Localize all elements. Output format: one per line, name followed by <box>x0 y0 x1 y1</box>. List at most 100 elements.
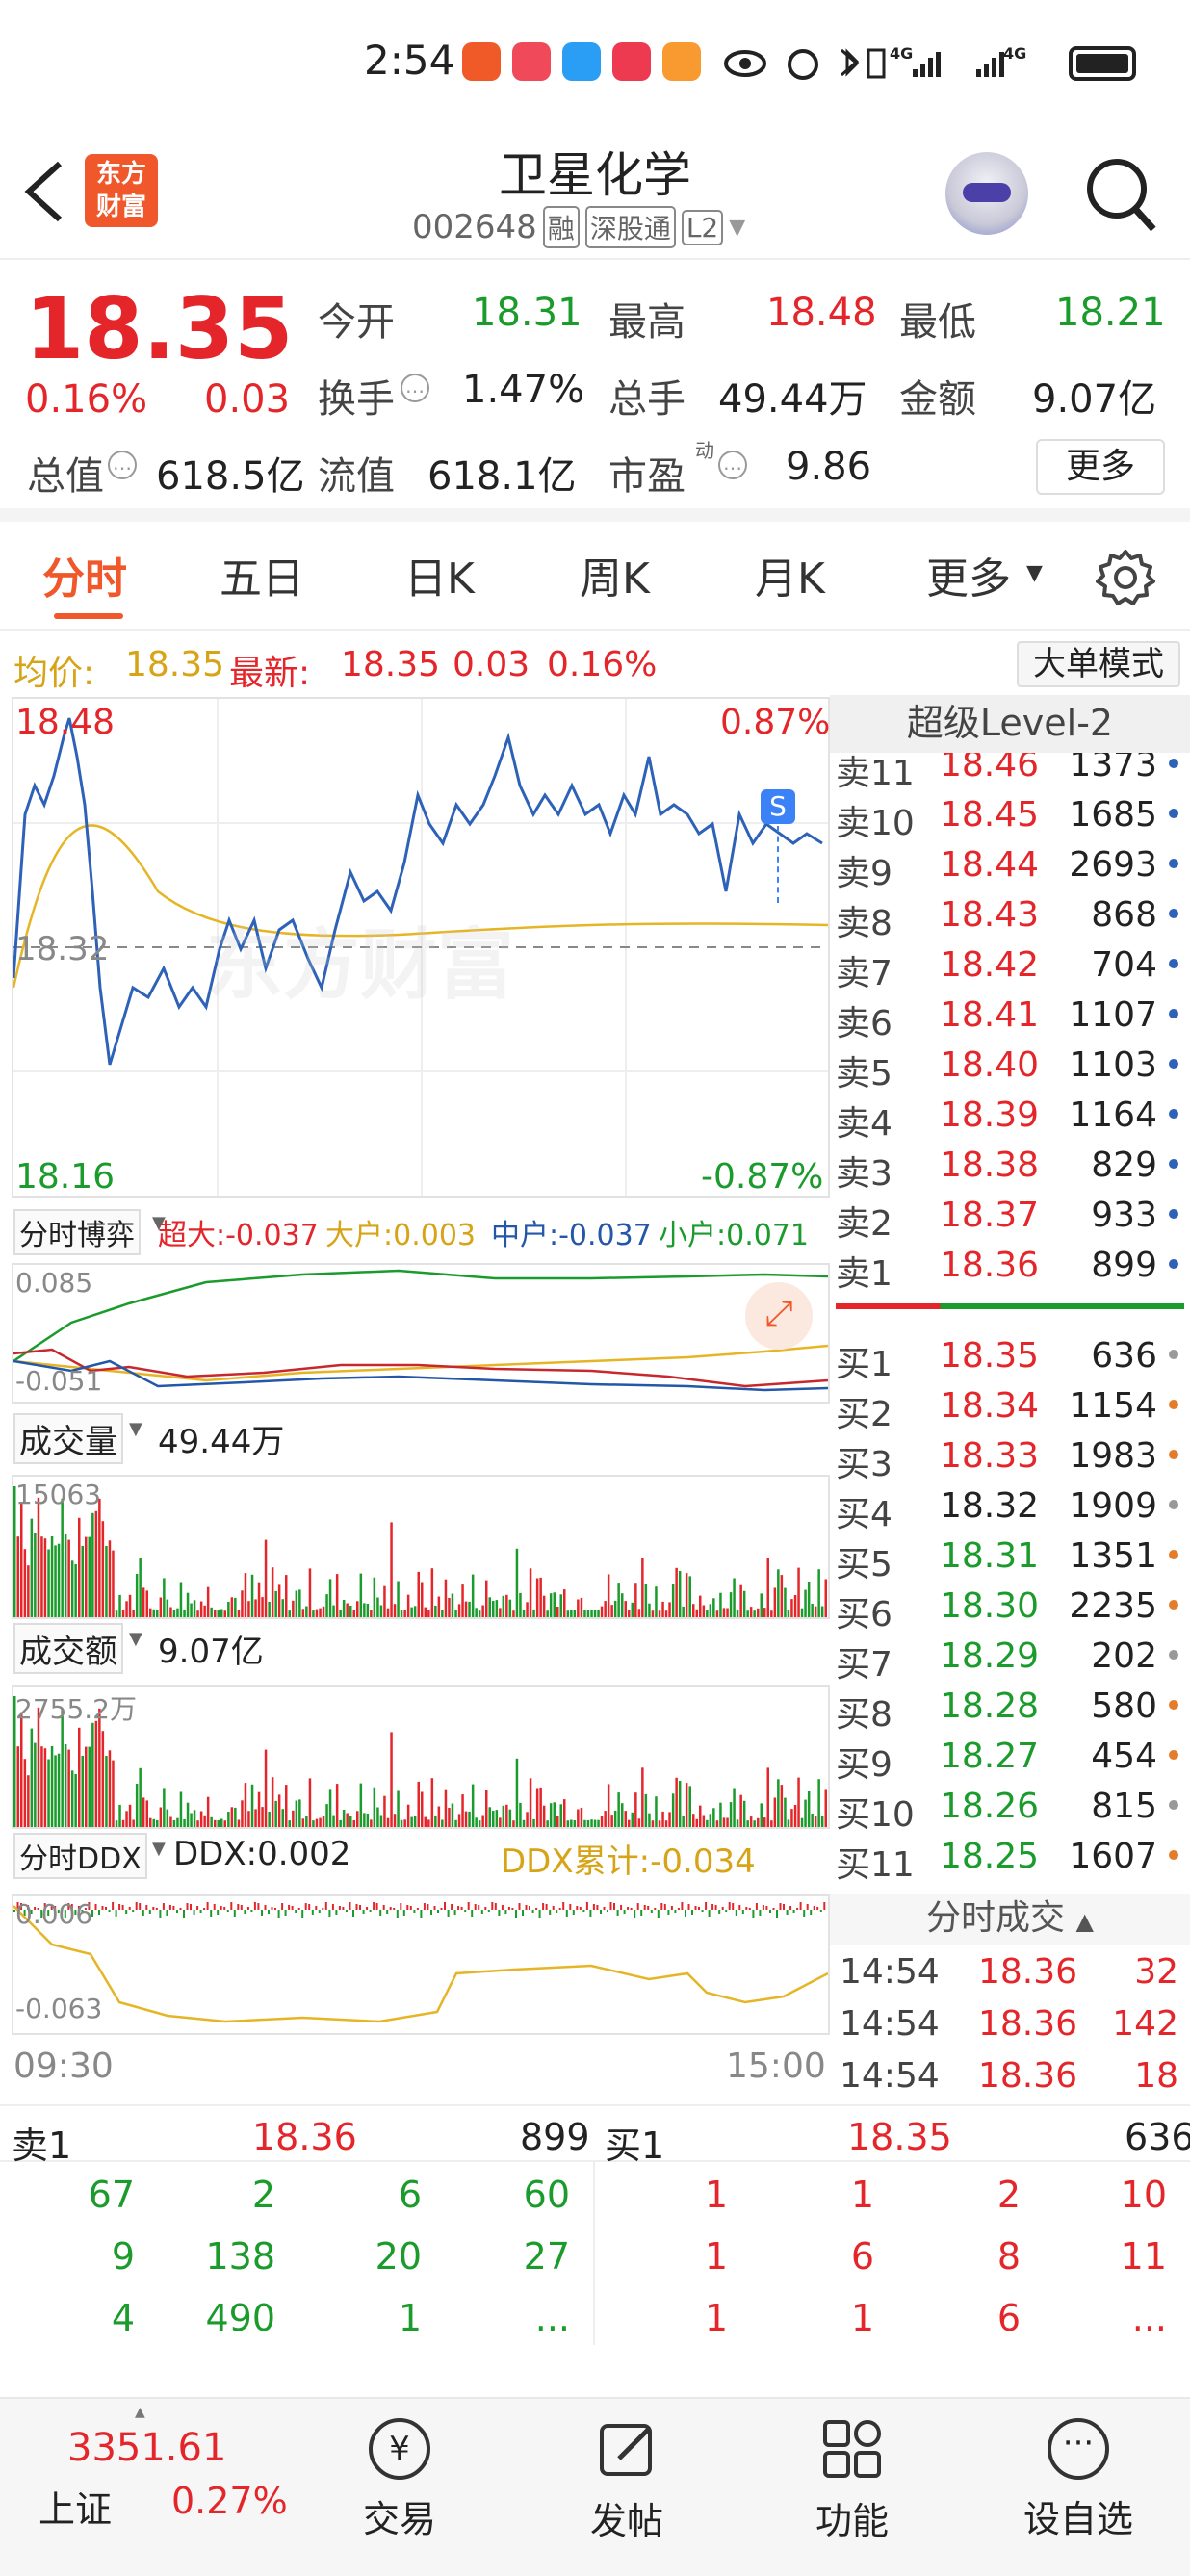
signal-s-tag[interactable]: S <box>761 789 795 824</box>
tab-intraday[interactable]: 分时 <box>42 554 127 604</box>
ddx-bar <box>660 1903 663 1910</box>
volume-bar <box>292 1600 295 1617</box>
tab-more[interactable]: 更多 <box>926 554 1011 604</box>
queue-cell: 6 <box>398 2174 422 2216</box>
bid-row[interactable]: 买3 18.33 1983 <box>830 1432 1190 1484</box>
bid-level: 买2 <box>836 1395 892 1434</box>
ddx-bar <box>613 1903 615 1910</box>
info-icon[interactable]: … <box>718 451 747 479</box>
bid-row[interactable]: 买7 18.29 202 <box>830 1633 1190 1685</box>
volume-bar <box>315 1818 319 1827</box>
game-chart[interactable]: 0.085 -0.051 ⤢ <box>12 1263 830 1404</box>
volume-selector[interactable]: 成交量 <box>13 1413 123 1464</box>
volume-bar <box>112 1550 115 1617</box>
ask-row[interactable]: 卖3 18.38 829 <box>830 1142 1190 1194</box>
ddx-bar <box>57 1910 60 1913</box>
bid-row[interactable]: 买10 18.26 815 <box>830 1783 1190 1835</box>
ddx-bar <box>677 1908 680 1910</box>
ask-row[interactable]: 卖1 18.36 899 <box>830 1242 1190 1292</box>
ask-row[interactable]: 卖10 18.45 1685 <box>830 791 1190 843</box>
ddx-bottom-value: -0.063 <box>15 1993 103 2024</box>
volume-bar <box>54 1545 57 1617</box>
last-value: 18.35 <box>341 645 441 684</box>
tab-five-day[interactable]: 五日 <box>220 554 304 604</box>
ddx-bar <box>132 1910 135 1912</box>
ddx-bar <box>142 1910 144 1916</box>
bid-row[interactable]: 买6 18.30 2235 <box>830 1583 1190 1635</box>
bid-row[interactable]: 买2 18.34 1154 <box>830 1382 1190 1434</box>
bid-row[interactable]: 买1 18.35 636 <box>830 1332 1190 1384</box>
volume-bar <box>492 1601 495 1617</box>
back-arrow-icon[interactable] <box>21 160 65 223</box>
ddx-bar <box>529 1906 530 1910</box>
search-icon[interactable] <box>1082 154 1159 235</box>
trade-button[interactable]: ¥ 交易 <box>347 2409 453 2563</box>
expand-icon[interactable]: ⤢ <box>745 1282 813 1350</box>
info-icon[interactable]: … <box>401 374 429 402</box>
add-watchlist-button[interactable]: ··· 设自选 <box>1011 2409 1146 2563</box>
level2-title[interactable]: 超级Level-2 <box>830 695 1190 753</box>
robot-assistant-icon[interactable] <box>945 152 1028 235</box>
queue-sell-label: 卖1 <box>12 2125 72 2167</box>
ask-row[interactable]: 卖5 18.40 1103 <box>830 1042 1190 1094</box>
volume-bar <box>441 1610 444 1617</box>
tab-more-arrow-icon: ▼ <box>1026 561 1043 585</box>
ask-volume: 1164 <box>1069 1095 1157 1135</box>
ddx-selector[interactable]: 分时DDX <box>13 1833 147 1879</box>
amount-selector[interactable]: 成交额 <box>13 1623 123 1674</box>
tab-weekly-k[interactable]: 周K <box>580 554 650 604</box>
bid-row[interactable]: 买5 18.31 1351 <box>830 1533 1190 1584</box>
bid-row[interactable]: 买8 18.28 580 <box>830 1683 1190 1735</box>
amount-max: 2755.2万 <box>15 1693 137 1725</box>
volume-bar <box>448 1598 451 1617</box>
ask-row[interactable]: 卖11 18.46 1373 <box>830 753 1190 793</box>
more-button[interactable]: 更多 <box>1036 439 1165 495</box>
ddx-bar <box>375 1903 378 1910</box>
post-button[interactable]: 发帖 <box>574 2409 680 2563</box>
volume-bar <box>261 1597 264 1617</box>
ddx-bar <box>328 1910 331 1917</box>
yen-icon: ¥ <box>369 2418 430 2480</box>
volume-bar <box>664 1610 668 1617</box>
ask-level: 卖4 <box>836 1104 892 1144</box>
queue-cell: 4 <box>111 2297 135 2339</box>
intraday-chart[interactable]: 东方财富 18.48 18.32 18.16 0.87% -0.87% S <box>12 697 830 1198</box>
game-selector[interactable]: 分时博弈 <box>13 1209 141 1255</box>
ask-row[interactable]: 卖9 18.44 2693 <box>830 841 1190 893</box>
ddx-bar <box>467 1902 470 1910</box>
tick-price: 18.36 <box>978 2004 1078 2044</box>
volume-bar <box>186 1802 190 1827</box>
tab-daily-k[interactable]: 日K <box>404 554 475 604</box>
ask-volume: 933 <box>1091 1196 1157 1235</box>
bid-row[interactable]: 买4 18.32 1909 <box>830 1482 1190 1534</box>
ask-dot-icon <box>1169 1009 1178 1018</box>
function-button[interactable]: 功能 <box>799 2409 905 2563</box>
index-ticker[interactable]: ▲ 3351.61 上证 0.27% <box>0 2399 288 2576</box>
ask-level: 卖6 <box>836 1004 892 1043</box>
volume-bar <box>98 1708 101 1827</box>
ask-volume: 704 <box>1091 945 1157 985</box>
float-value: 618.1亿 <box>427 454 577 499</box>
ask-row[interactable]: 卖8 18.43 868 <box>830 891 1190 943</box>
ask-row[interactable]: 卖4 18.39 1164 <box>830 1092 1190 1144</box>
volume-bar <box>268 1602 271 1617</box>
ask-row[interactable]: 卖2 18.37 933 <box>830 1192 1190 1244</box>
tick-title[interactable]: 分时成交 ▲ <box>830 1894 1190 1945</box>
volume-bar <box>457 1814 461 1827</box>
big-order-mode-button[interactable]: 大单模式 <box>1017 641 1180 687</box>
tab-monthly-k[interactable]: 月K <box>755 554 825 604</box>
ask-row[interactable]: 卖6 18.41 1107 <box>830 992 1190 1043</box>
info-icon[interactable]: … <box>108 451 137 479</box>
volume-bar <box>112 1760 115 1827</box>
volume-bar <box>430 1568 434 1617</box>
bid-row[interactable]: 买9 18.27 454 <box>830 1733 1190 1785</box>
volume-bar <box>78 1727 81 1827</box>
volume-bar <box>495 1600 499 1617</box>
volume-bar <box>702 1605 706 1617</box>
settings-gear-icon[interactable] <box>1096 548 1155 607</box>
queue-cell: 8 <box>996 2235 1021 2278</box>
volume-bar <box>20 1712 23 1827</box>
volume-bar <box>363 1603 366 1617</box>
bid-row[interactable]: 买11 18.25 1607 <box>830 1833 1190 1885</box>
ask-row[interactable]: 卖7 18.42 704 <box>830 941 1190 993</box>
